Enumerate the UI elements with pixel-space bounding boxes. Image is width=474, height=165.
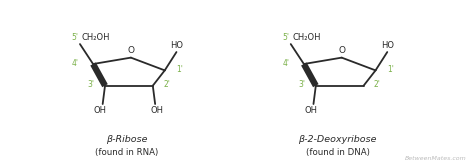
Text: (found in DNA): (found in DNA) <box>306 148 370 157</box>
Text: 4': 4' <box>72 59 79 68</box>
Text: HO: HO <box>381 41 394 50</box>
Text: 4': 4' <box>283 59 290 68</box>
Text: O: O <box>128 46 135 55</box>
Text: 1': 1' <box>387 65 394 74</box>
Text: CH₂OH: CH₂OH <box>82 33 110 42</box>
Text: HO: HO <box>170 41 183 50</box>
Text: 3': 3' <box>299 80 306 89</box>
Text: 2': 2' <box>374 80 381 89</box>
Text: β-2-Deoxyribose: β-2-Deoxyribose <box>299 135 377 144</box>
Text: OH: OH <box>305 106 318 115</box>
Text: O: O <box>338 46 345 55</box>
Text: OH: OH <box>94 106 107 115</box>
Text: 5': 5' <box>283 33 289 42</box>
Text: 5': 5' <box>72 33 79 42</box>
Text: OH: OH <box>151 106 164 115</box>
Text: β-Ribose: β-Ribose <box>106 135 148 144</box>
Text: 2': 2' <box>163 80 170 89</box>
Text: (found in RNA): (found in RNA) <box>95 148 158 157</box>
Text: BetweenMates.com: BetweenMates.com <box>405 156 466 161</box>
Text: 1': 1' <box>176 65 183 74</box>
Text: CH₂OH: CH₂OH <box>292 33 320 42</box>
Text: 3': 3' <box>88 80 95 89</box>
